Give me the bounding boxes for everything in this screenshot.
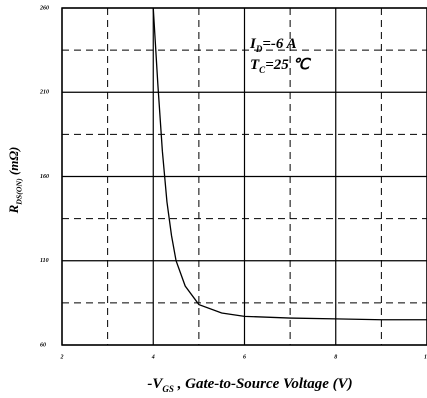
annotation-text: =25 ℃ (265, 57, 311, 73)
x-axis-label-subscript: GS (162, 384, 174, 394)
curve (152, 7, 427, 321)
y-axis-label-subscript: DS(ON) (14, 178, 23, 206)
annotation-symbol: T (250, 57, 260, 73)
annotation: TC=25 ℃ (250, 57, 311, 75)
y-tick-label: 210 (39, 90, 49, 96)
annotation-subscript: D (255, 44, 263, 54)
y-axis-label-text: (mΩ) (6, 147, 21, 179)
x-tick-label: 4 (151, 354, 155, 360)
y-tick-label: 110 (40, 258, 49, 264)
x-axis-label-text: , Gate-to-Source Voltage (V) (174, 376, 353, 392)
x-axis-label-symbol: -V (147, 376, 164, 392)
x-axis-label: -VGS , Gate-to-Source Voltage (V) (147, 376, 352, 394)
x-tick-label: 6 (243, 354, 246, 360)
y-tick-label: 160 (40, 174, 49, 180)
y-axis-label: RDS(ON) (mΩ) (6, 147, 23, 215)
y-axis-label-symbol: R (6, 204, 21, 214)
annotation-symbol: I (249, 36, 257, 52)
x-tick-label: 2 (60, 354, 64, 360)
y-tick-label: 60 (40, 342, 46, 348)
y-tick-label: 260 (39, 5, 49, 11)
x-tick-label: 8 (334, 354, 337, 360)
annotation-subscript: C (259, 65, 266, 75)
x-tick-label: 10 (424, 354, 427, 360)
annotation: ID=-6 A (249, 36, 297, 54)
annotation-text: =-6 A (262, 36, 296, 52)
